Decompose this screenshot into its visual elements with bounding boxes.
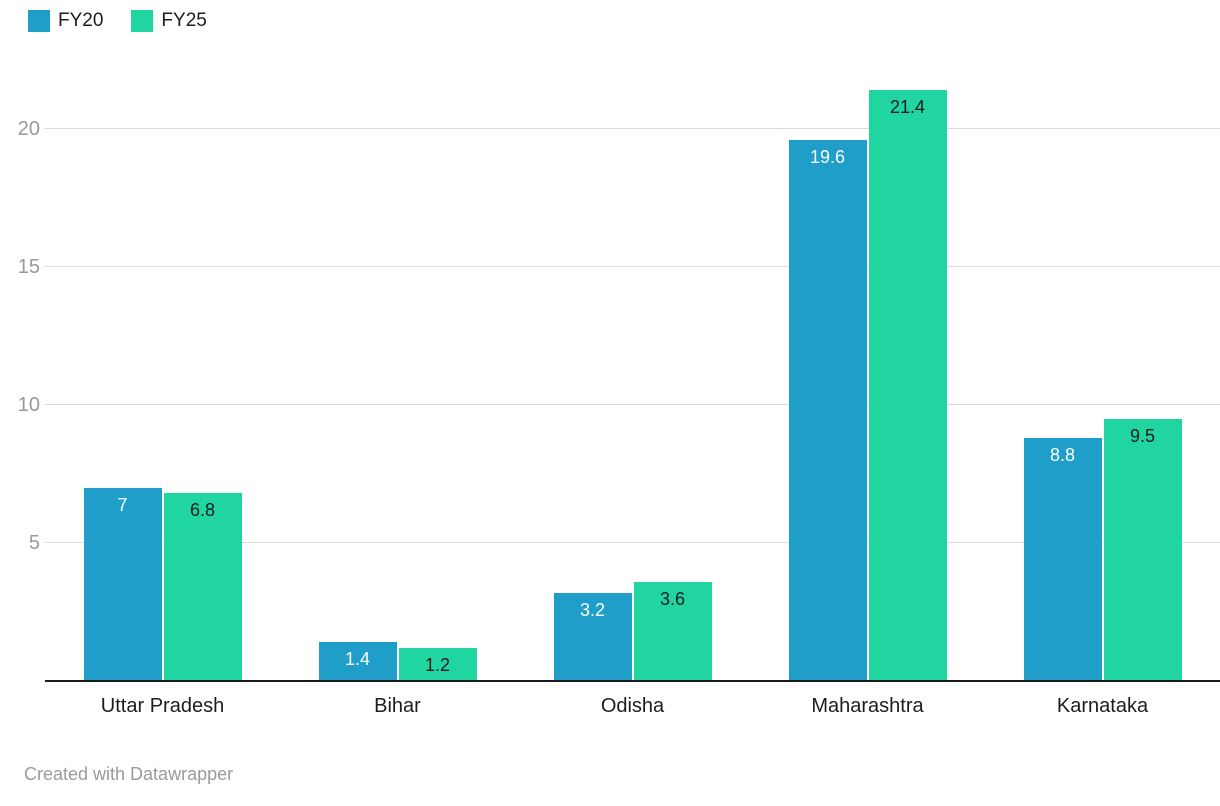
x-axis-label-odisha: Odisha [600,695,665,717]
attribution-text: Created with Datawrapper [24,764,234,784]
x-axis-label-bihar: Bihar [374,695,421,717]
bar-value-label: 21.4 [889,97,926,118]
y-tick-label-5: 5 [28,532,40,554]
bar-group-odisha: 3.2 3.6 [515,60,750,681]
y-tick-label-15: 15 [17,256,40,278]
bar-fy20-odisha: 3.2 [553,592,632,681]
gridline-20 [45,128,1220,129]
legend-item-fy20: FY20 [28,10,103,32]
bar-fy25-odisha: 3.6 [633,581,712,681]
bar-value-label: 1.2 [424,654,451,675]
legend-label-fy25: FY25 [161,10,207,31]
y-tick-label-20: 20 [17,118,40,140]
plot-area: 5 10 15 20 7 6.8 1.4 1.2 3.2 3.6 19.6 21.4 8.8 9.5 [0,60,1220,682]
y-tick-label-10: 10 [17,394,40,416]
x-axis-label-maharashtra: Maharashtra [811,695,924,717]
x-axis-labels: Uttar Pradesh Bihar Odisha Maharashtra Karna… [45,695,1220,718]
bar-fy25-maharashtra: 21.4 [868,90,947,681]
bar-value-label: 19.6 [809,147,846,168]
x-axis-label-karnataka: Karnataka [1056,695,1149,717]
legend-swatch-fy25 [131,10,154,32]
legend-item-fy25: FY25 [131,10,207,32]
bar-value-label: 6.8 [189,500,216,521]
legend-swatch-fy20 [28,10,50,32]
bar-fy25-bihar: 1.2 [398,647,477,681]
x-axis-label-uttar-pradesh: Uttar Pradesh [100,695,225,717]
bar-groups: 7 6.8 1.4 1.2 3.2 3.6 19.6 21.4 8.8 9.5 [45,60,1220,681]
gridline-5 [45,542,1220,543]
bar-value-label: 3.6 [659,588,686,609]
x-axis-baseline [45,680,1220,682]
bar-fy25-uttar-pradesh: 6.8 [163,493,242,681]
bar-group-karnataka: 8.8 9.5 [985,60,1220,681]
bar-group-bihar: 1.4 1.2 [280,60,515,681]
bar-value-label: 1.4 [344,649,371,670]
bar-fy20-karnataka: 8.8 [1023,438,1102,681]
legend-label-fy20: FY20 [58,10,104,31]
bar-fy20-bihar: 1.4 [318,642,397,681]
bar-value-label: 3.2 [579,599,606,620]
gridline-10 [45,404,1220,405]
bar-value-label: 9.5 [1129,425,1156,446]
bar-value-label: 7 [117,494,128,515]
bar-fy20-maharashtra: 19.6 [788,140,867,681]
bar-group-maharashtra: 19.6 21.4 [750,60,985,681]
gridline-15 [45,266,1220,267]
bar-fy25-karnataka: 9.5 [1103,418,1182,681]
bar-fy20-uttar-pradesh: 7 [83,487,162,681]
legend: FY20 FY25 [28,10,207,32]
bar-value-label: 8.8 [1049,445,1076,466]
bar-group-uttar-pradesh: 7 6.8 [45,60,280,681]
